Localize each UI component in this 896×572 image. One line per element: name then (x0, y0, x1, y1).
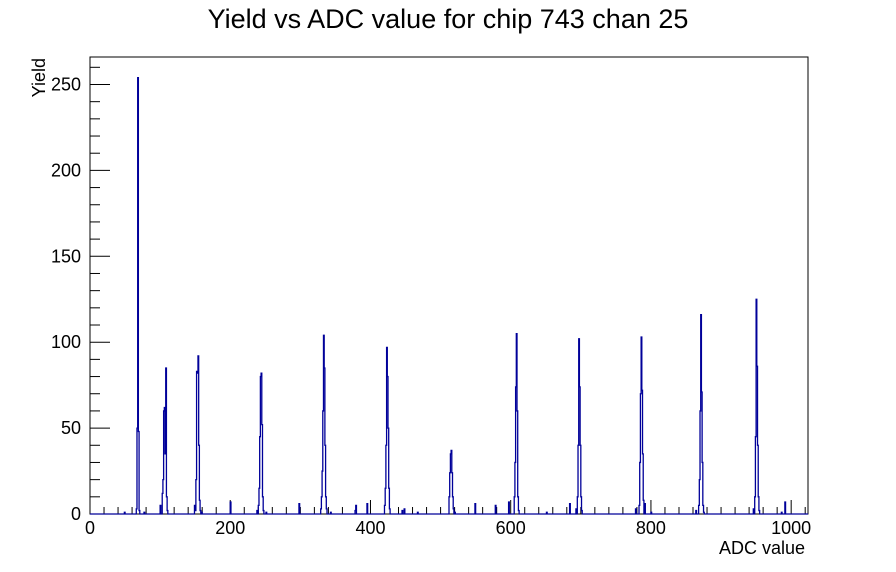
x-tick-label: 800 (636, 518, 666, 538)
y-tick-label: 100 (51, 332, 81, 352)
x-axis-label: ADC value (719, 538, 805, 558)
histogram-series (90, 76, 808, 515)
x-tick-label: 600 (496, 518, 526, 538)
y-axis-label: Yield (29, 58, 49, 97)
y-tick-label: 150 (51, 246, 81, 266)
x-tick-label: 1000 (771, 518, 811, 538)
y-tick-label: 200 (51, 160, 81, 180)
x-tick-label: 200 (215, 518, 245, 538)
y-tick-label: 0 (71, 504, 81, 524)
x-tick-label: 0 (85, 518, 95, 538)
y-tick-label: 250 (51, 74, 81, 94)
x-tick-label: 400 (355, 518, 385, 538)
tick-labels: 0 200 400 600 800 1000 0 50 100 150 200 250 (51, 74, 811, 538)
axis-ticks (89, 66, 806, 515)
chart-title: Yield vs ADC value for chip 743 chan 25 (208, 4, 689, 34)
y-tick-label: 50 (61, 418, 81, 438)
